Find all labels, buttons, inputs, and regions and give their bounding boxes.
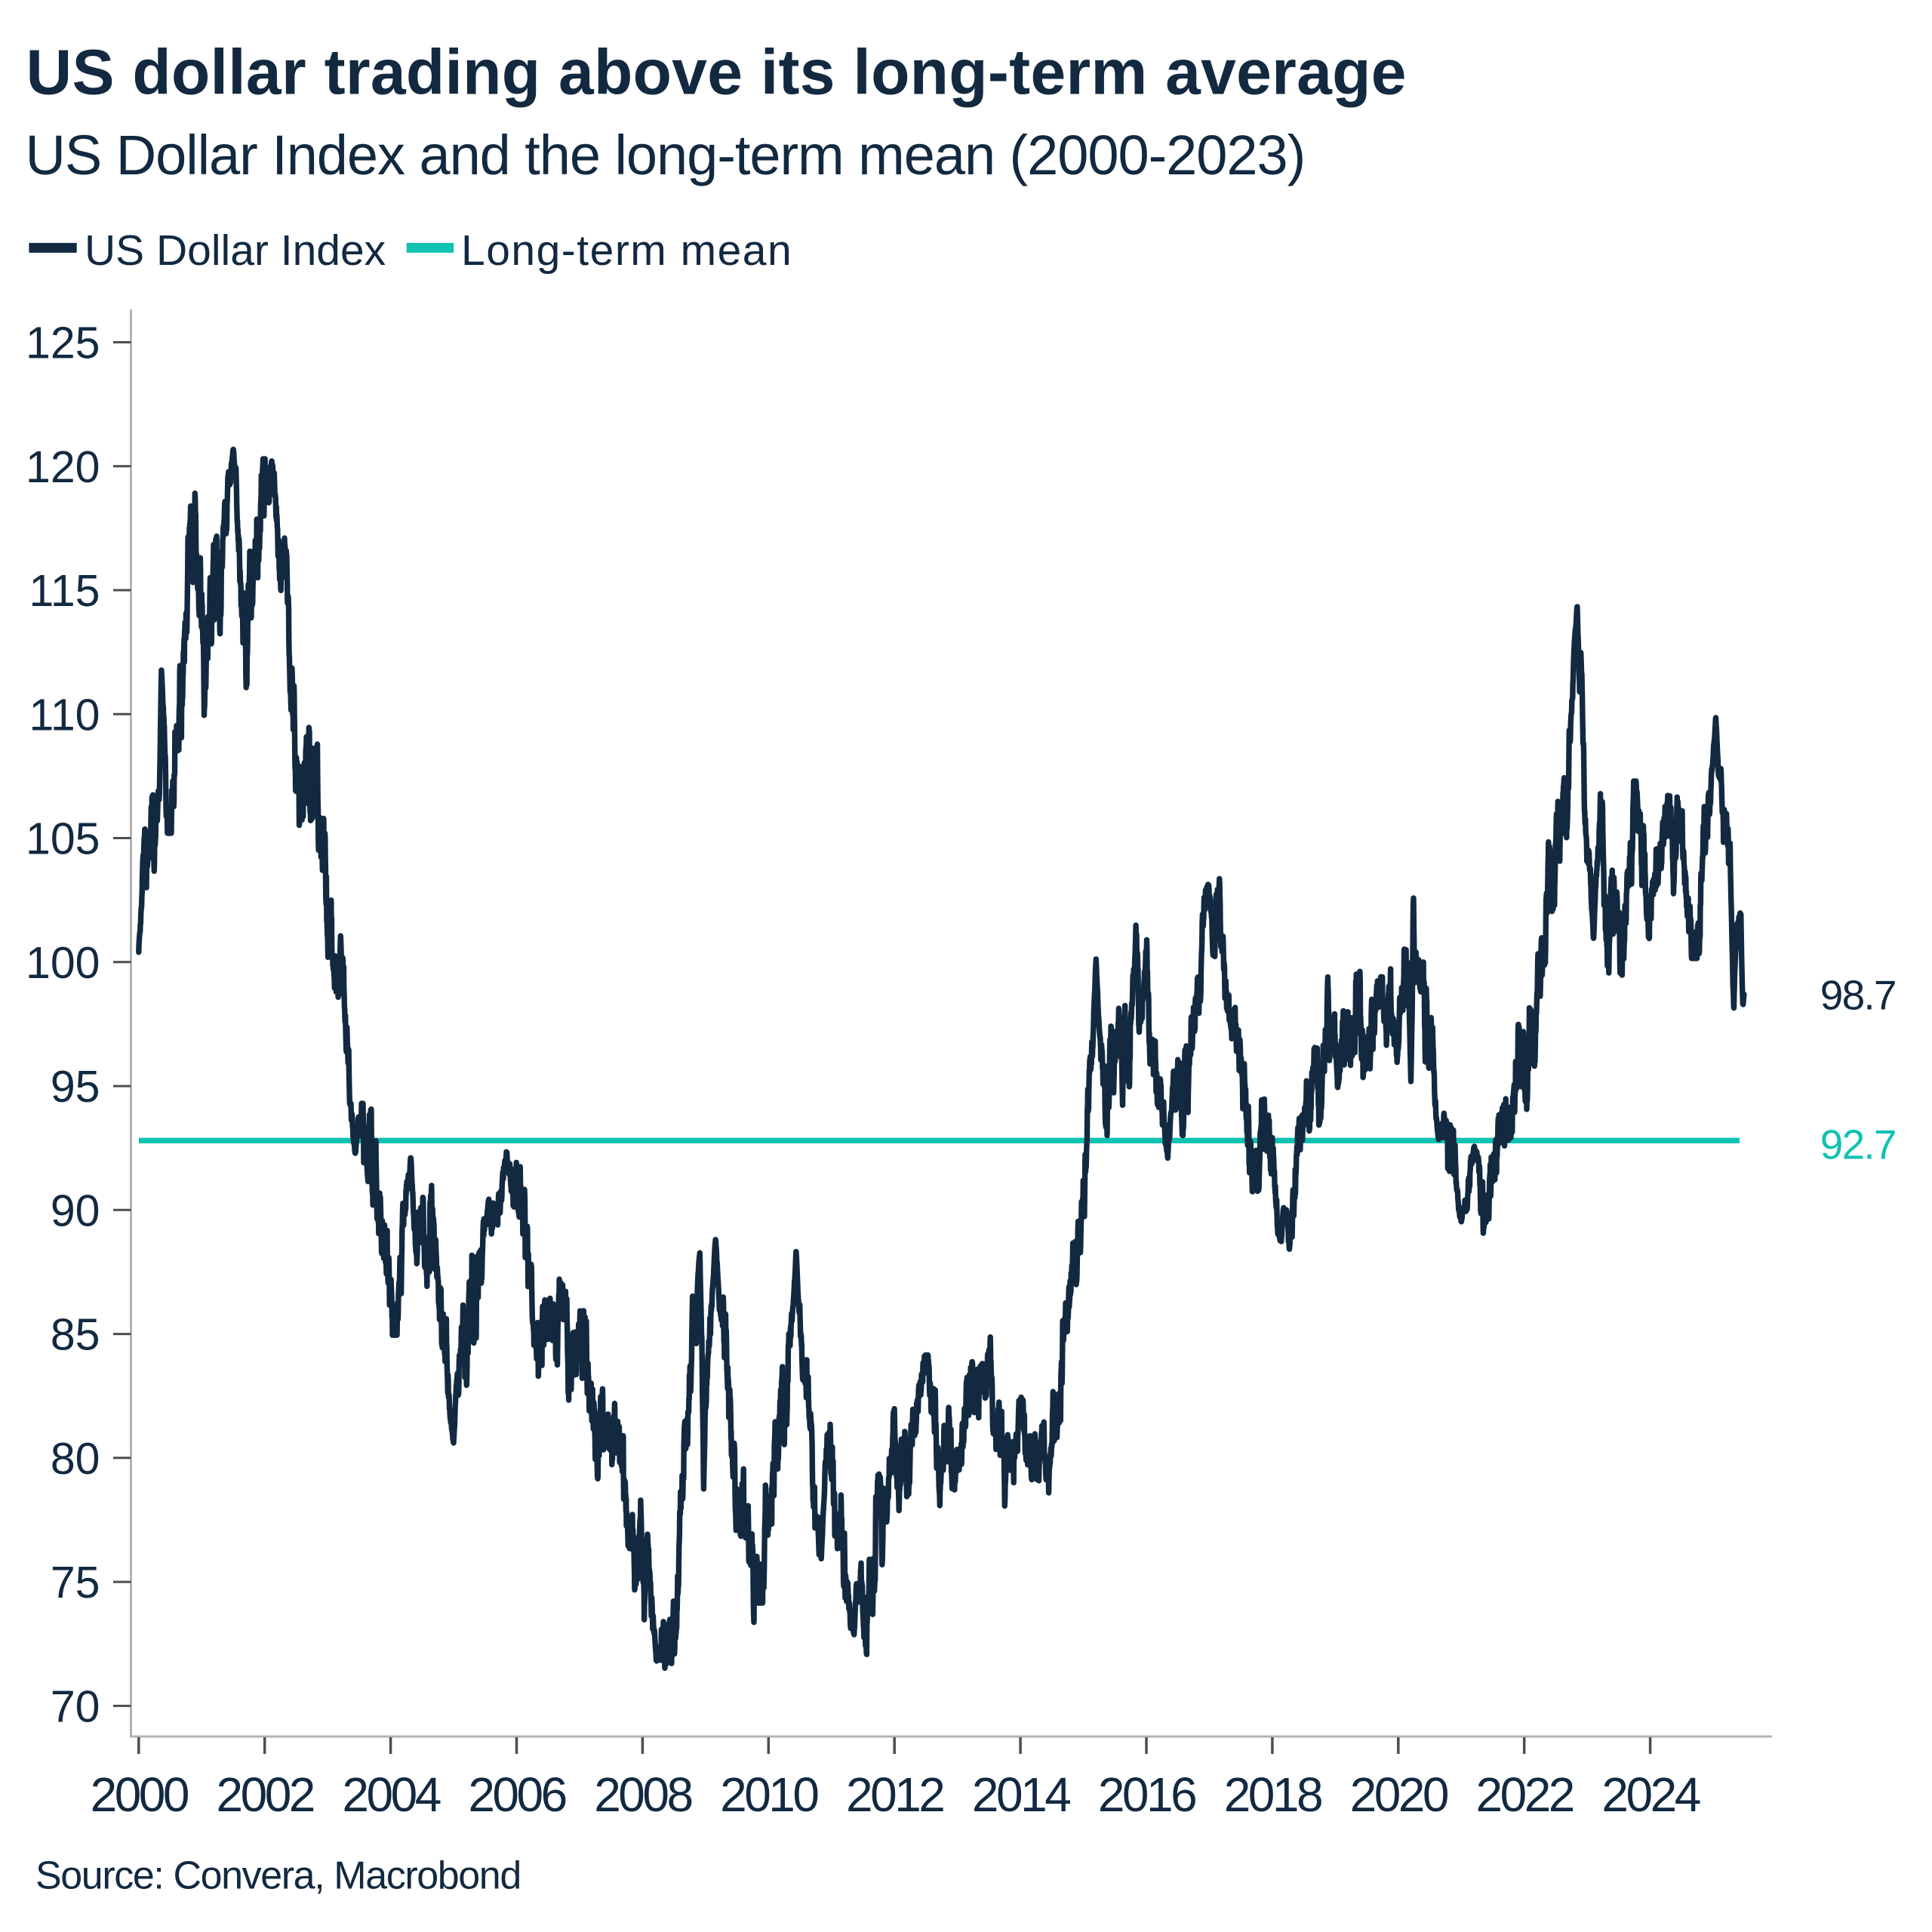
svg-text:120: 120 — [26, 442, 100, 492]
svg-text:2016: 2016 — [1098, 1767, 1195, 1822]
svg-text:2014: 2014 — [972, 1767, 1070, 1822]
svg-text:100: 100 — [26, 938, 100, 988]
svg-text:2006: 2006 — [468, 1767, 565, 1822]
svg-text:2010: 2010 — [720, 1767, 818, 1822]
svg-text:2002: 2002 — [217, 1767, 314, 1822]
svg-text:125: 125 — [26, 318, 100, 368]
svg-text:2012: 2012 — [846, 1767, 943, 1822]
svg-text:Source: Convera, Macrobond: Source: Convera, Macrobond — [35, 1854, 521, 1898]
svg-text:Long-term mean: Long-term mean — [461, 226, 792, 275]
svg-text:2022: 2022 — [1476, 1767, 1574, 1822]
svg-text:90: 90 — [51, 1186, 100, 1235]
svg-text:2024: 2024 — [1601, 1767, 1700, 1822]
svg-text:2000: 2000 — [91, 1767, 189, 1822]
svg-text:92.7: 92.7 — [1820, 1121, 1896, 1168]
svg-text:95: 95 — [51, 1062, 100, 1112]
svg-text:2008: 2008 — [594, 1767, 691, 1822]
svg-text:2004: 2004 — [342, 1767, 440, 1822]
svg-text:70: 70 — [51, 1681, 100, 1731]
svg-text:US dollar trading above its lo: US dollar trading above its long-term av… — [26, 37, 1407, 108]
svg-text:US Dollar Index and the long-t: US Dollar Index and the long-term mean (… — [26, 124, 1306, 186]
svg-text:115: 115 — [29, 566, 100, 616]
svg-text:98.7: 98.7 — [1820, 972, 1896, 1019]
svg-text:85: 85 — [51, 1310, 100, 1360]
svg-text:US Dollar Index: US Dollar Index — [85, 226, 386, 275]
svg-text:2020: 2020 — [1350, 1767, 1448, 1822]
svg-text:105: 105 — [26, 814, 100, 864]
svg-text:75: 75 — [51, 1558, 100, 1607]
svg-text:110: 110 — [29, 690, 100, 740]
svg-text:80: 80 — [51, 1434, 100, 1484]
svg-text:2018: 2018 — [1224, 1767, 1321, 1822]
